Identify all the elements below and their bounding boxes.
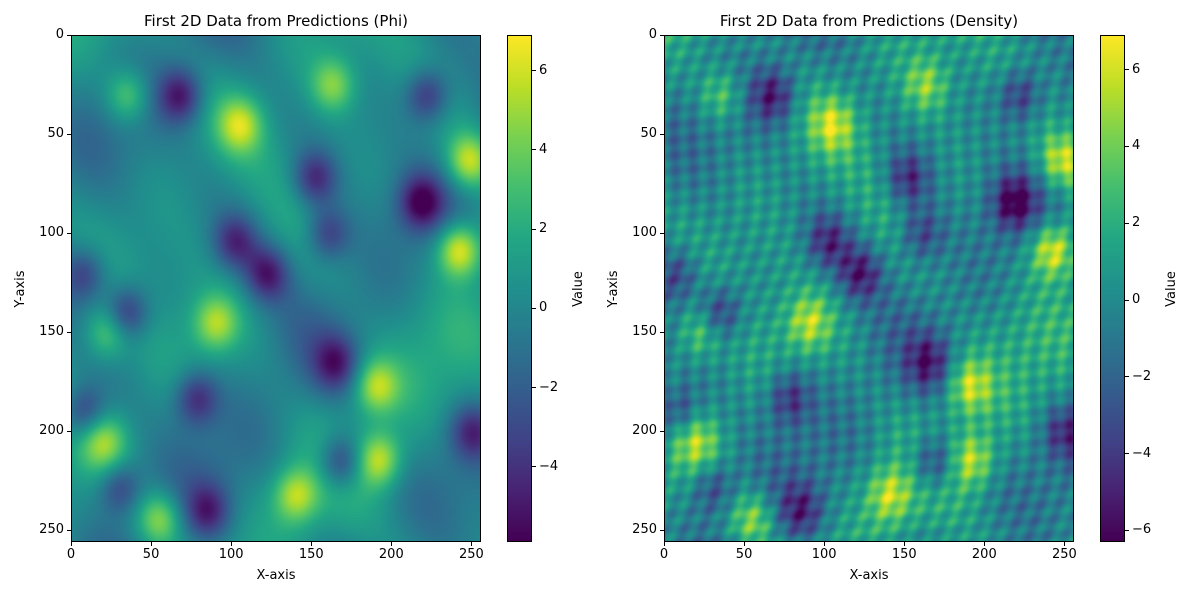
panel1-colorbar-tick-label: 6 (539, 62, 548, 78)
panel2-x-tick-mark (903, 542, 905, 546)
panel2-y-tick-label: 100 (632, 225, 657, 241)
panel2-colorbar-tick-mark (1125, 529, 1129, 531)
panel2-colorbar-tick-label: −6 (1132, 522, 1152, 538)
panel1-y-tick-label: 150 (39, 324, 64, 340)
panel1-heatmap-image (71, 35, 481, 542)
panel2-x-tick-label: 150 (891, 547, 917, 562)
panel2-x-tick-label: 50 (735, 547, 753, 562)
panel2-colorbar-tick-label: 2 (1132, 215, 1141, 231)
panel1-y-tick-mark (67, 331, 71, 333)
panel1-x-tick-label: 150 (298, 547, 324, 562)
panel1-x-axis-label: X-axis (256, 568, 296, 583)
panel2-colorbar-label: Value (1164, 270, 1179, 307)
panel2-y-tick-label: 50 (640, 126, 657, 142)
panel2-x-tick-label: 0 (659, 547, 669, 562)
panel2-colorbar-tick-label: −4 (1132, 445, 1152, 461)
panel2-colorbar-tick-mark (1125, 299, 1129, 301)
panel2-y-tick-label: 200 (632, 423, 657, 439)
panel1-x-tick-mark (390, 542, 392, 546)
panel1-colorbar-tick-mark (532, 466, 536, 468)
panel1-x-tick-mark (70, 542, 72, 546)
panel1-colorbar-tick-label: −4 (539, 458, 559, 474)
panel1-colorbar-tick-label: −2 (539, 379, 559, 395)
panel2-y-tick-label: 250 (632, 522, 657, 538)
panel1-x-tick-label: 100 (218, 547, 244, 562)
panel2-x-tick-mark (743, 542, 745, 546)
panel2-chart-title: First 2D Data from Predictions (Density) (719, 12, 1019, 30)
panel1-colorbar-tick-mark (532, 70, 536, 72)
panel2-colorbar-tick-mark (1125, 376, 1129, 378)
panel2-x-tick-label: 100 (811, 547, 837, 562)
panel1-x-tick-mark (310, 542, 312, 546)
panel2-colorbar-tick-label: 0 (1132, 292, 1141, 308)
panel1-y-axis-label: Y-axis (13, 269, 28, 308)
panel2-colorbar-tick-label: 4 (1132, 138, 1141, 154)
panel2-colorbar-tick-mark (1125, 222, 1129, 224)
panel1-x-tick-mark (150, 542, 152, 546)
panel1-x-tick-label: 50 (142, 547, 160, 562)
panel1-colorbar-tick-mark (532, 228, 536, 230)
panel2-y-tick-label: 0 (648, 27, 657, 42)
panel2-colorbar-tick-mark (1125, 453, 1129, 455)
panel2-y-tick-mark (660, 34, 664, 36)
panel1-y-tick-mark (67, 34, 71, 36)
panel1-colorbar-tick-label: 2 (539, 221, 548, 237)
panel2-y-tick-label: 150 (632, 324, 657, 340)
panel1-y-tick-mark (67, 430, 71, 432)
panel2-x-tick-label: 200 (971, 547, 997, 562)
panel2-x-tick-mark (1063, 542, 1065, 546)
panel1-colorbar-tick-mark (532, 149, 536, 151)
panel1-colorbar-tick-label: 4 (539, 141, 548, 157)
panel2-x-tick-mark (823, 542, 825, 546)
panel1-x-tick-label: 200 (378, 547, 404, 562)
panel2-x-axis-label: X-axis (849, 568, 889, 583)
panel1-x-tick-label: 0 (66, 547, 76, 562)
panel1-y-tick-mark (67, 133, 71, 135)
panel2-y-tick-mark (660, 331, 664, 333)
panel1-x-tick-mark (470, 542, 472, 546)
panel1-colorbar-tick-mark (532, 387, 536, 389)
panel2-heatmap-image (664, 35, 1074, 542)
panel2-colorbar-tick-mark (1125, 69, 1129, 71)
panel2-x-tick-label: 250 (1051, 547, 1077, 562)
panel1-y-tick-label: 50 (47, 126, 64, 142)
panel1-x-tick-mark (230, 542, 232, 546)
panel2-y-axis-label: Y-axis (606, 269, 621, 308)
panel2-colorbar-tick-label: 6 (1132, 61, 1141, 77)
panel2-y-tick-mark (660, 430, 664, 432)
panel1-x-tick-label: 250 (458, 547, 484, 562)
panel1-y-tick-label: 100 (39, 225, 64, 241)
panel2-x-tick-mark (663, 542, 665, 546)
panel2-y-tick-mark (660, 133, 664, 135)
panel2-x-tick-mark (983, 542, 985, 546)
panel2-colorbar-tick-label: −2 (1132, 368, 1152, 384)
panel1-colorbar (507, 35, 532, 542)
panel1-y-tick-label: 0 (55, 27, 64, 42)
panel2-y-tick-mark (660, 232, 664, 234)
panel2-colorbar (1100, 35, 1125, 542)
panel1-colorbar-label: Value (571, 270, 586, 307)
panel2-colorbar-tick-mark (1125, 145, 1129, 147)
panel1-chart-title: First 2D Data from Predictions (Phi) (144, 12, 408, 30)
panel1-y-tick-label: 250 (39, 522, 64, 538)
panel2-y-tick-mark (660, 529, 664, 531)
panel1-y-tick-mark (67, 529, 71, 531)
panel1-y-tick-mark (67, 232, 71, 234)
panel1-colorbar-tick-mark (532, 307, 536, 309)
panel1-colorbar-tick-label: 0 (539, 300, 548, 316)
panel1-y-tick-label: 200 (39, 423, 64, 439)
